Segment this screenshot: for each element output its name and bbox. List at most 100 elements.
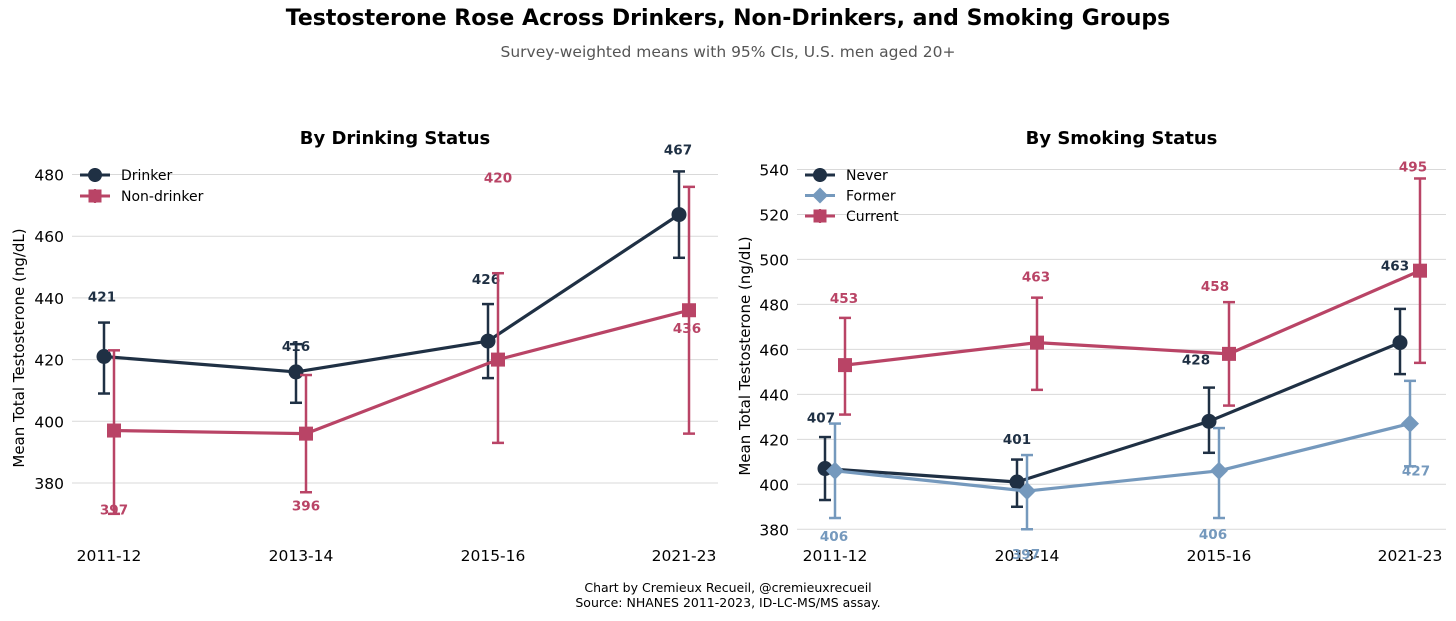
y-tick-label: 400 [759,476,789,494]
data-label: 397 [100,503,128,519]
y-tick-label: 400 [34,413,64,431]
data-label: 396 [292,499,320,515]
legend-item: Never [805,168,888,184]
data-label: 406 [820,529,848,545]
y-tick-label: 500 [759,251,789,269]
data-label: 458 [1201,279,1229,295]
legend: Drinker Non-drinker [80,168,204,205]
data-point [299,426,313,441]
data-point [671,207,687,223]
series-non-drinker: 397 396 420 436 [100,171,701,519]
y-tick-label: 380 [759,521,789,539]
x-tick-label: 2011-12 [77,547,142,565]
panel-title: By Smoking Status [1026,128,1218,149]
data-label: 428 [1182,352,1210,368]
data-point [1030,335,1044,350]
data-label: 463 [1022,270,1050,286]
series-current: 453 463 458 495 [830,160,1427,416]
data-label: 421 [88,290,116,306]
chart-subtitle: Survey-weighted means with 95% CIs, U.S.… [500,43,956,61]
y-tick-label: 460 [34,228,64,246]
footer-source: Source: NHANES 2011-2023, ID-LC-MS/MS as… [575,595,881,610]
data-label: 407 [807,411,835,427]
legend-label: Current [846,209,899,225]
x-tick-label: 2013-14 [995,547,1060,565]
data-point [491,352,505,367]
data-point [682,303,696,318]
panel-smoking-status: By Smoking Status 380 400 420 440 460 480 500 52… [736,128,1446,565]
y-tick-label: 520 [759,206,789,224]
data-point [480,333,496,349]
data-point [826,461,844,480]
y-tick-label: 420 [34,352,64,370]
series-line [113,308,690,436]
y-tick-label: 440 [34,290,64,308]
series-line [103,213,680,374]
x-tick-label: 2021-23 [1378,547,1443,565]
data-label: 495 [1399,160,1427,176]
y-tick-label: 420 [759,431,789,449]
y-tick-label: 460 [759,341,789,359]
data-label: 401 [1003,432,1031,448]
footer: Chart by Cremieux Recueil, @cremieuxrecu… [0,580,1456,610]
data-point [107,423,121,438]
legend-marker [813,168,827,182]
x-tick-label: 2011-12 [803,547,868,565]
data-label: 416 [282,339,310,355]
legend-marker [88,189,102,203]
series-line [834,422,1411,493]
panel-title: By Drinking Status [300,128,490,149]
legend-marker [88,168,102,182]
legend-label: Former [846,189,896,205]
y-tick-label: 440 [759,386,789,404]
series-line [844,269,1421,367]
y-axis-label: Mean Total Testosterone (ng/dL) [736,236,754,475]
x-tick-label: 2015-16 [461,547,526,565]
y-tick-label: 380 [34,475,64,493]
data-label: 467 [664,143,692,159]
data-point [1413,263,1427,278]
data-label: 420 [484,171,512,187]
data-label: 463 [1381,259,1409,275]
legend-label: Never [846,168,888,184]
data-point [838,358,852,373]
footer-credit: Chart by Cremieux Recueil, @cremieuxrecu… [584,580,872,595]
x-tick-label: 2013-14 [269,547,334,565]
data-label: 436 [673,321,701,337]
data-point [1222,346,1236,361]
series-line [824,341,1401,484]
legend-item: Non-drinker [80,189,204,205]
data-point [1401,414,1419,433]
legend-marker [813,209,827,223]
data-label: 427 [1402,464,1430,480]
legend-marker [812,187,828,204]
y-axis-label: Mean Total Testosterone (ng/dL) [10,228,28,467]
data-label: 406 [1199,527,1227,543]
legend-item: Current [805,209,899,225]
series-never: 407 401 428 463 [807,259,1409,509]
series-drinker: 421 416 426 467 [88,143,692,405]
y-tick-label: 480 [759,296,789,314]
data-point [1210,461,1228,480]
data-label: 453 [830,291,858,307]
x-tick-label: 2015-16 [1187,547,1252,565]
data-point [1009,474,1025,490]
data-label: 426 [472,272,500,288]
y-tick-label: 480 [34,167,64,185]
data-point [1392,335,1408,351]
data-point [288,364,304,380]
chart-title: Testosterone Rose Across Drinkers, Non-D… [285,6,1171,31]
data-point [1201,413,1217,429]
legend: Never Former Current [805,168,899,225]
x-tick-label: 2021-23 [652,547,717,565]
legend-item: Drinker [80,168,173,184]
series-former: 406 397 406 427 [820,379,1430,563]
legend-item: Former [805,187,896,205]
data-label: 397 [1012,547,1040,563]
data-point [96,349,112,365]
legend-label: Drinker [121,168,173,184]
panel-drinking-status: By Drinking Status 380 400 420 440 460 480 Mean… [10,128,718,565]
data-point [1018,482,1036,501]
legend-label: Non-drinker [121,189,204,205]
